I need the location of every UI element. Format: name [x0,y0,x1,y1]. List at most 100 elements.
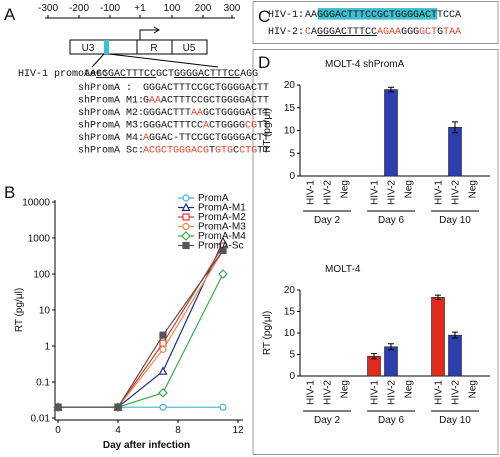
panel-frame [252,1,499,44]
y-axis-label: RT (pg/μl) [262,311,273,355]
series-line [58,245,224,408]
marker [158,387,168,398]
sequence-segment: AA [305,10,317,21]
coordinate-label: -200 [69,3,89,14]
bar-label: Neg [468,380,479,398]
sequence-segment: GGGACTTT [143,108,191,119]
bar-label: HIV-2 [387,380,398,405]
sequence-segment: C [233,146,239,157]
error-bar [388,343,394,351]
marker [158,366,168,375]
chart-title: MOLT-4 shPromA [325,59,405,70]
sequence: GGGACTTTCCACTGGGGCGTT [143,121,269,132]
y-tick-label: 5 [289,350,295,361]
sequence: GGGACTTTCCGCTGGGGACTT [143,83,269,94]
sequence: AGGAC-TTCCGCTGGGGACTT [143,133,269,144]
sequence-segment: AA [191,108,203,119]
coordinate-label: +1 [134,3,146,14]
group-label: Day 10 [439,415,471,426]
legend-label: PromA-M4 [198,231,246,242]
marker [182,241,190,250]
sequence: AAGGGACTTTCCGCTGGGGACTTTCCAGG [84,69,258,80]
marker [159,345,167,354]
sequence-segment: G [437,27,443,38]
sequence-segment: GCT [156,69,174,80]
marker [181,231,191,241]
y-tick-label: 100 [33,270,50,281]
y-tick-label: 10000 [22,198,50,209]
marker [114,403,122,411]
panel-label: D [258,53,270,72]
sequence-segment: TT [257,121,269,132]
error-bar [388,86,394,93]
sequence-segment: GGG [401,27,419,38]
legend-label: PromA-M1 [198,203,246,214]
x-tick-label: 4 [115,425,121,436]
sequence: GGGACTTTAAGCTGGGGACTT [143,108,269,119]
panel-label: B [4,183,15,202]
sequence-segment: GGGACTTTCC [96,69,156,80]
sequence: ACGCTGGGACGTGTGCCTGTT [143,146,269,157]
legend-label: PromA-M3 [198,222,246,233]
sequence-segment: A [311,27,317,38]
bar-label: HIV-1 [434,180,445,205]
coordinate-label: 300 [224,3,241,14]
bar-label: HIV-1 [306,380,317,405]
region-label: U5 [183,43,196,54]
sequence-segment: GGGACTTTCCGCTGGGGACTT [143,83,269,94]
highlight-box [317,8,438,20]
region-label: R [150,43,157,54]
marker [218,269,228,279]
y-tick-label: 1 [44,342,50,353]
y-tick-label: 15 [284,103,296,114]
sequence-segment: GGGACTTTCC [143,121,203,132]
marker [182,222,190,231]
chart-title: MOLT-4 [325,264,361,275]
coordinate-label: 100 [164,3,181,14]
marker [219,246,227,255]
series-line [58,250,224,408]
bar [384,89,398,177]
region-label: U3 [82,43,95,54]
sequence-segment: AGG [240,69,258,80]
bar-label: HIV-2 [323,180,334,205]
sequence-segment: CTGGGG [209,121,245,132]
sequence-segment: AA [84,69,96,80]
bar [448,334,462,377]
legend-label: PromA-M2 [198,212,246,223]
sequence-segment: A [203,121,209,132]
sequence-label: shPromA M2: [78,107,144,119]
bar-label: Neg [404,380,415,398]
y-tick-label: 15 [284,307,296,318]
y-tick-label: 0 [289,171,295,182]
sequence-segment: CTG [239,146,257,157]
bar-label: Neg [404,180,415,198]
sequence-segment: GCT [419,27,437,38]
error-bar [452,121,458,134]
coordinate-label: 200 [195,3,212,14]
marker [54,403,62,411]
bar [384,346,398,377]
y-axis-label: RT (pg/μl) [262,108,273,152]
marker [159,403,167,411]
y-tick-label: 5 [289,148,295,159]
x-tick-label: 12 [232,425,244,436]
marker [219,403,227,411]
y-tick-label: 10 [284,328,296,339]
sequence-segment: AGAA [377,27,401,38]
x-axis-label: Day after infection [103,440,190,451]
sequence-label: shPromA : [78,82,132,94]
sequence-segment: TAA [443,27,461,38]
group-label: Day 6 [378,415,405,426]
x-tick-label: 8 [175,425,181,436]
bar [431,297,445,377]
sequence-label: shPromA M4: [78,132,144,144]
y-tick-label: 0.1 [36,378,50,389]
sequence-segment: T [209,146,215,157]
panel-frame [252,49,499,455]
sequence-segment: GGGACTTTCCGCTGGGGAC [317,10,431,21]
marker [182,194,190,202]
error-bar [435,294,441,300]
sequence-segment: CG [245,121,257,132]
